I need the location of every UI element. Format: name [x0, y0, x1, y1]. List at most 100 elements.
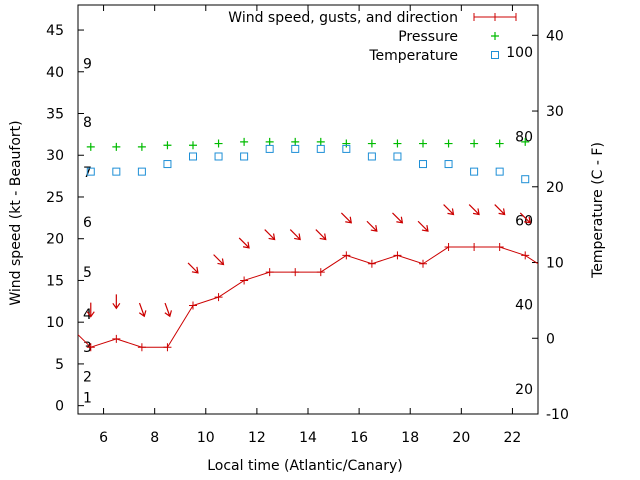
wind-point: [316, 268, 325, 277]
pressure-point: [367, 139, 376, 148]
pressure-point: [189, 141, 197, 150]
wind-point: [112, 334, 121, 343]
fahrenheit-label: 80: [515, 129, 533, 145]
pressure-point: [112, 142, 121, 151]
plot-frame: [77, 4, 539, 415]
x-tick-label: 12: [248, 430, 266, 446]
y-tick-label: 40: [46, 65, 64, 81]
temperature-point: [265, 144, 274, 153]
pressure-point: [163, 141, 172, 150]
temperature-point: [214, 152, 223, 161]
wind-point: [470, 243, 479, 252]
y2-tick-label: 40: [546, 28, 564, 44]
pressure-point: [393, 139, 402, 148]
wind-direction-arrow: [164, 302, 172, 318]
wind-point: [495, 243, 504, 252]
y2-tick-label: 0: [546, 331, 555, 347]
legend-temperature-swatch: [491, 51, 499, 59]
temperature-point: [470, 167, 479, 176]
pressure-point: [214, 139, 223, 148]
y-axis-label: Wind speed (kt - Beaufort): [8, 120, 24, 305]
beaufort-label: 2: [83, 369, 92, 385]
pressure-point: [86, 142, 95, 151]
wind-point: [137, 343, 146, 352]
wind-direction-arrow: [417, 220, 429, 232]
temperature-point: [189, 152, 197, 161]
wind-point: [367, 259, 376, 268]
x-tick-label: 18: [401, 430, 419, 446]
x-tick-label: 10: [197, 430, 215, 446]
y-tick-label: 10: [46, 315, 64, 331]
axes: 6 8 10 12 14 16 18 20 22051015202530354045-10010…: [46, 4, 569, 446]
wind-point: [342, 251, 351, 260]
wind-point: [163, 343, 172, 352]
pressure-point: [419, 139, 427, 148]
wind-point: [214, 293, 223, 302]
y2-tick-label: 20: [546, 180, 564, 196]
pressure-point: [291, 137, 300, 146]
wind-line: [78, 246, 538, 348]
x-tick-label: 6: [99, 430, 108, 446]
x-tick-label: 16: [350, 430, 368, 446]
beaufort-label: 1: [83, 390, 92, 406]
legend-temperature-label: Temperature: [368, 48, 458, 64]
legend-wind-label: Wind speed, gusts, and direction: [228, 10, 458, 26]
wind-direction-arrow: [289, 229, 301, 241]
wind-point: [419, 259, 427, 268]
pressure-point: [444, 139, 453, 148]
y-tick-label: 35: [46, 107, 64, 123]
wind-direction-arrow: [315, 229, 327, 241]
fahrenheit-label: 20: [515, 382, 533, 398]
x-tick-label: 14: [299, 430, 317, 446]
temperature-point: [316, 144, 325, 153]
wind-point: [444, 243, 453, 252]
wind-direction-arrow: [138, 302, 147, 318]
wind-direction-arrow: [238, 237, 250, 249]
y-tick-label: 25: [46, 190, 64, 206]
x-axis-label: Local time (Atlantic/Canary): [207, 458, 403, 474]
temperature-point: [419, 160, 427, 169]
pressure-point: [495, 139, 504, 148]
wind-direction-arrow: [112, 294, 121, 310]
pressure-point: [470, 139, 479, 148]
wind-point: [86, 343, 95, 352]
y-tick-label: 5: [55, 357, 64, 373]
y-tick-label: 0: [55, 399, 64, 415]
temperature-point: [137, 167, 146, 176]
legend-pressure-swatch: [491, 32, 499, 40]
y2-tick-label: 30: [546, 104, 564, 120]
legend: Wind speed, gusts, and direction Pressure…: [228, 10, 517, 64]
wind-direction-arrow: [494, 204, 506, 216]
temperature-point: [86, 167, 95, 176]
temperature-point: [291, 144, 300, 153]
y2-tick-label: 10: [546, 256, 564, 272]
legend-pressure-label: Pressure: [398, 29, 458, 45]
beaufort-label: 4: [83, 307, 92, 323]
beaufort-label: 5: [83, 265, 92, 281]
temperature-point: [393, 152, 402, 161]
x-tick-label: 8: [150, 430, 159, 446]
legend-wind-swatch: [473, 13, 517, 21]
pressure-point: [265, 137, 274, 146]
temperature-point: [163, 160, 172, 169]
beaufort-label: 6: [83, 215, 92, 231]
y-tick-label: 30: [46, 148, 64, 164]
wind-point: [240, 276, 249, 285]
beaufort-label: 8: [83, 115, 92, 131]
wind-direction-arrow: [340, 212, 353, 224]
wind-direction-arrow: [443, 204, 455, 216]
wind-point: [265, 268, 274, 277]
temperature-point: [240, 152, 249, 161]
beaufort-label: 3: [83, 340, 92, 356]
fahrenheit-label: 100: [506, 45, 533, 61]
temperature-point: [521, 175, 530, 184]
beaufort-label: 9: [83, 56, 92, 72]
wind-direction-arrow: [86, 302, 95, 318]
y-tick-label: 20: [46, 232, 64, 248]
wind-direction-arrow: [213, 254, 225, 266]
wind-point: [189, 301, 197, 310]
y-tick-label: 45: [46, 23, 64, 39]
pressure-point: [316, 137, 325, 146]
y-tick-label: 15: [46, 273, 64, 289]
